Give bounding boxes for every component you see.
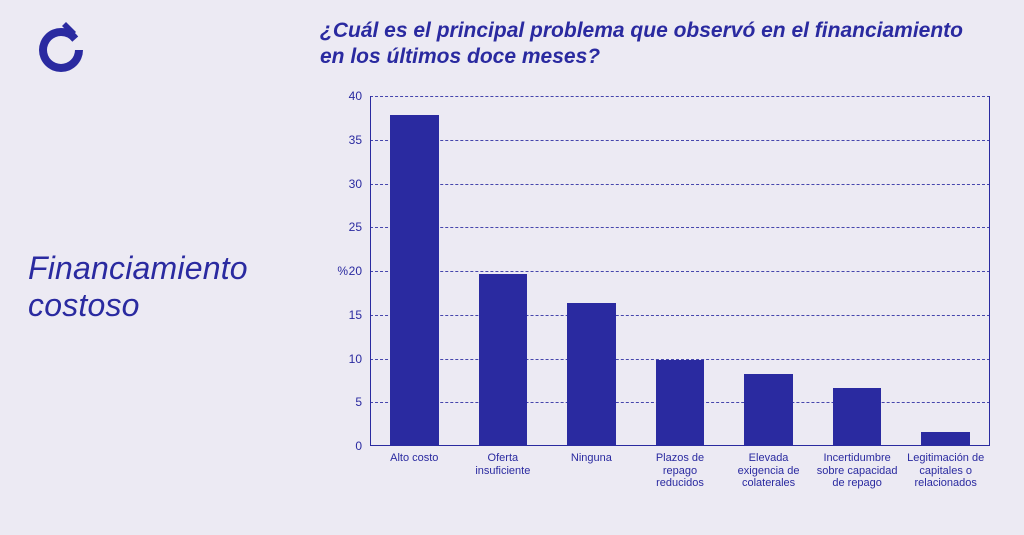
slide-kicker: Financiamiento costoso <box>28 250 308 324</box>
y-tick-label: 10 <box>349 352 370 366</box>
slide-root: ¿Cuál es el principal problema que obser… <box>0 0 1024 535</box>
x-tick-label: Oferta insuficiente <box>462 452 544 477</box>
brand-logo-svg <box>30 22 92 76</box>
bar-chart: Alto costo Oferta insuficiente Ninguna Plaz… <box>320 88 1000 518</box>
x-tick-label: Plazos de repago reducidos <box>639 452 721 490</box>
y-tick-label: 15 <box>349 308 370 322</box>
x-tick-label: Ninguna <box>550 452 632 465</box>
brand-logo <box>30 22 92 76</box>
y-tick-label: 0 <box>355 439 370 453</box>
y-tick-label: 40 <box>349 89 370 103</box>
bar <box>390 115 439 446</box>
bar <box>479 274 528 446</box>
gridline <box>370 96 990 97</box>
y-tick-label: 35 <box>349 133 370 147</box>
plot-area: Alto costoOferta insuficienteNingunaPlaz… <box>370 96 990 446</box>
y-tick-label: 5 <box>355 395 370 409</box>
y-tick-label: 20 <box>349 264 370 278</box>
y-tick-label: 30 <box>349 177 370 191</box>
gridline <box>370 271 990 272</box>
gridline <box>370 227 990 228</box>
gridline <box>370 140 990 141</box>
gridline <box>370 184 990 185</box>
x-tick-label: Alto costo <box>373 452 455 465</box>
bar <box>744 374 793 446</box>
bar <box>921 432 970 446</box>
bar <box>833 388 882 446</box>
x-tick-label: Incertidumbre sobre capacidad de repago <box>816 452 898 490</box>
x-tick-label: Elevada exigencia de colaterales <box>728 452 810 490</box>
gridline <box>370 315 990 316</box>
y-tick-label: 25 <box>349 220 370 234</box>
x-tick-label: Legitimación de capitales o relacionados <box>905 452 987 490</box>
chart-question: ¿Cuál es el principal problema que obser… <box>320 18 980 71</box>
bar <box>567 303 616 446</box>
bar <box>656 360 705 446</box>
y-axis-unit: % <box>337 264 348 278</box>
